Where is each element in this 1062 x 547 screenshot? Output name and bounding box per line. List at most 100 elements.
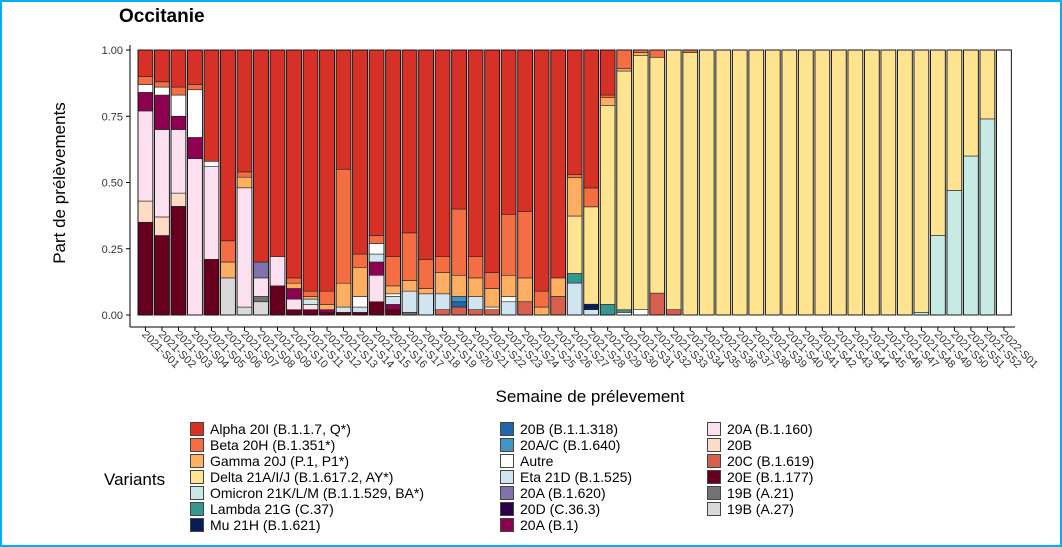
y-tick-label: 0.00 xyxy=(102,310,123,322)
bar-segment xyxy=(302,49,319,292)
bar-segment xyxy=(649,56,665,294)
bar-segment xyxy=(517,211,533,279)
legend-item: 20B xyxy=(707,437,814,453)
legend-item: Eta 21D (B.1.525) xyxy=(500,469,632,485)
bar-segment xyxy=(286,309,302,316)
bar-segment xyxy=(550,277,566,297)
bar-outline xyxy=(748,49,765,316)
bar-segment xyxy=(566,215,583,274)
bar-segment xyxy=(434,272,451,295)
bar-segment xyxy=(467,277,484,297)
bar-segment xyxy=(187,137,203,159)
legend-label: 20E (B.1.177) xyxy=(727,469,814,485)
bar-segment xyxy=(467,256,484,279)
bar-segment xyxy=(269,285,286,316)
y-tick-label: 0.50 xyxy=(102,178,123,190)
bar-outline xyxy=(236,49,253,316)
bar-outline xyxy=(401,49,418,316)
bars-group xyxy=(137,49,1012,316)
bar-segment xyxy=(484,288,500,308)
bar-segment xyxy=(451,274,467,297)
bar-segment xyxy=(253,49,269,263)
bar-segment xyxy=(550,49,566,279)
bar-outline xyxy=(715,49,732,316)
bar-segment xyxy=(583,303,599,310)
legend-label: 20A (B.1.620) xyxy=(520,485,606,501)
bar-segment xyxy=(236,306,253,316)
bar-segment xyxy=(451,301,467,308)
bar-segment xyxy=(451,49,467,210)
bar-segment xyxy=(137,110,154,202)
bar-segment xyxy=(566,177,583,217)
bar-outline xyxy=(781,49,798,316)
legend-item: 20C (B.1.619) xyxy=(707,453,814,469)
bar-segment xyxy=(599,97,616,106)
bar-segment xyxy=(137,221,154,316)
bar-outline xyxy=(649,49,666,316)
bar-segment xyxy=(500,301,517,316)
bar-segment xyxy=(467,309,484,316)
bar-outline xyxy=(995,49,1012,316)
legend-item: 20A (B.1.160) xyxy=(707,421,814,437)
bar-outline xyxy=(896,49,913,316)
bar-outline xyxy=(302,49,319,316)
bar-segment xyxy=(154,49,170,83)
bar-segment xyxy=(170,206,187,316)
bar-segment xyxy=(137,84,154,93)
bar-segment xyxy=(781,49,798,316)
bar-outline xyxy=(946,49,963,316)
bar-segment xyxy=(170,115,187,130)
bar-segment xyxy=(335,282,352,308)
legend-label: 20B xyxy=(727,437,752,453)
bar-outline xyxy=(979,49,996,316)
bar-segment xyxy=(253,261,269,279)
bar-segment xyxy=(253,296,269,303)
bar-segment xyxy=(368,235,385,244)
bar-segment xyxy=(319,304,335,310)
legend-item: 20A (B.1.620) xyxy=(500,485,632,501)
bar-segment xyxy=(137,200,154,223)
legend-label: 20A (B.1) xyxy=(520,517,579,533)
bar-outline xyxy=(253,49,269,316)
legend-item: Autre xyxy=(500,453,632,469)
bar-segment xyxy=(385,309,401,316)
bar-segment xyxy=(500,49,517,215)
bar-segment xyxy=(170,49,187,88)
bar-segment xyxy=(352,266,368,297)
legend-swatch xyxy=(707,470,721,484)
bar-segment xyxy=(401,232,418,281)
bar-segment xyxy=(154,86,170,96)
bar-segment xyxy=(236,176,253,189)
bar-segment xyxy=(220,261,236,279)
legend-column: Alpha 20I (B.1.1.7, Q*) Beta 20H (B.1.351… xyxy=(190,421,424,533)
legend-swatch xyxy=(707,422,721,436)
bar-segment xyxy=(286,49,302,279)
legend-label: Alpha 20I (B.1.1.7, Q*) xyxy=(210,421,351,437)
legend-swatch xyxy=(190,486,204,500)
bar-outline xyxy=(269,49,286,316)
bar-outline xyxy=(220,49,236,316)
bar-segment xyxy=(418,293,434,316)
bar-segment xyxy=(137,92,154,112)
bar-segment xyxy=(401,280,418,292)
bar-segment xyxy=(187,84,203,91)
bar-segment xyxy=(170,129,187,194)
y-axis-label: Part de prélèvements xyxy=(50,102,69,264)
bar-outline xyxy=(517,49,534,316)
bar-segment xyxy=(203,166,220,260)
bar-segment xyxy=(368,301,385,316)
legend-label: Gamma 20J (P.1, P1*) xyxy=(210,453,350,469)
bar-segment xyxy=(335,168,352,284)
bar-segment xyxy=(187,158,203,316)
legend-swatch xyxy=(707,454,721,468)
bar-outline xyxy=(137,49,154,316)
bar-segment xyxy=(566,49,583,175)
bar-segment xyxy=(451,296,467,303)
bar-segment xyxy=(616,309,632,313)
bar-segment xyxy=(484,49,500,273)
bar-outline xyxy=(467,49,484,316)
bar-segment xyxy=(616,70,632,311)
bar-segment xyxy=(467,49,484,257)
bar-segment xyxy=(220,49,236,242)
bar-segment xyxy=(352,49,368,255)
